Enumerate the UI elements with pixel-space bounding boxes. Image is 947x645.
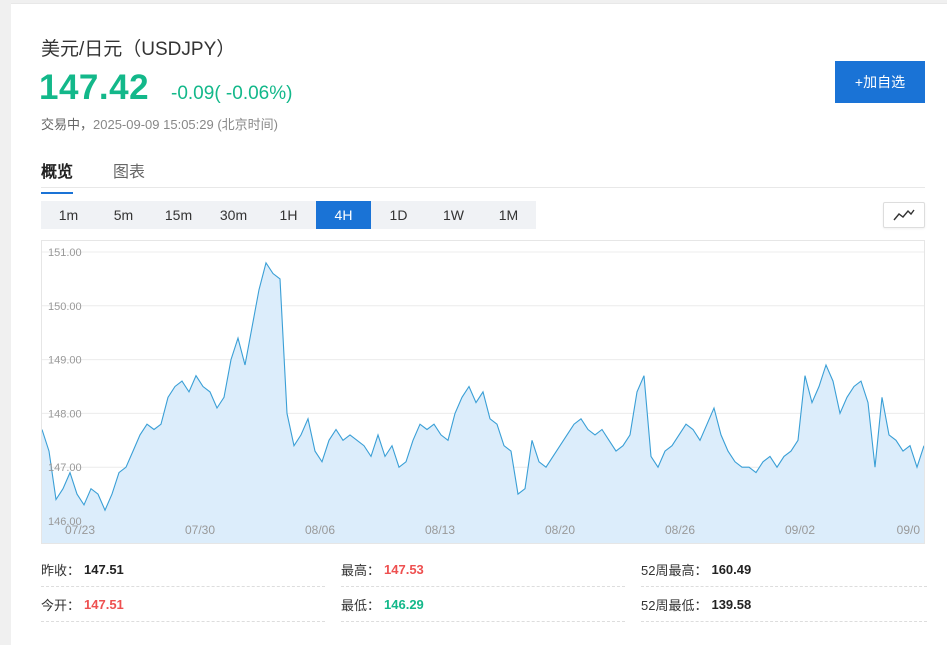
x-tick-label: 08/20 [545, 523, 575, 537]
period-15m[interactable]: 15m [164, 207, 193, 223]
period-1w[interactable]: 1W [443, 207, 464, 223]
period-30m[interactable]: 30m [219, 207, 248, 223]
x-tick-label: 09/02 [785, 523, 815, 537]
stat-open-label: 今开： [41, 598, 81, 613]
top-divider [11, 3, 947, 4]
x-tick-label: 07/23 [65, 523, 95, 537]
stat-low: 最低： 146.29 [341, 588, 625, 622]
status-label: 交易中， [41, 117, 94, 132]
price-change: -0.09( -0.06%) [171, 83, 292, 105]
stat-high-value: 147.53 [384, 562, 424, 577]
period-1mo[interactable]: 1M [498, 207, 519, 223]
stat-low-label: 最低： [341, 598, 381, 613]
x-tick-label: 08/26 [665, 523, 695, 537]
period-1h[interactable]: 1H [279, 207, 298, 223]
period-1d[interactable]: 1D [389, 207, 408, 223]
price-chart-svg: 151.00 150.00 149.00 148.00 147.00 146.0007/2… [42, 247, 924, 543]
x-tick-label: 07/30 [185, 523, 215, 537]
stat-52w-low-label: 52周最低： [641, 598, 708, 613]
tab-overview[interactable]: 概览 [41, 158, 74, 194]
status-timestamp: 2025-09-09 15:05:29 (北京时间) [93, 117, 278, 132]
stat-52w-low-value: 139.58 [711, 597, 752, 612]
change-percent: ( -0.06%) [214, 83, 293, 104]
trading-status: 交易中，2025-09-09 15:05:29 (北京时间) [41, 114, 278, 133]
stat-52w-high-value: 160.49 [711, 562, 752, 577]
page-title: 美元/日元（USDJPY） [41, 39, 236, 60]
price-line [42, 261, 924, 512]
stat-high-label: 最高： [341, 563, 381, 578]
y-tick-label: 146.00 [48, 516, 82, 528]
price-area [42, 262, 924, 543]
tab-bar: 概览 图表 [41, 152, 925, 194]
stat-high: 最高： 147.53 [341, 553, 625, 587]
x-tick-label: 09/0 [897, 523, 921, 537]
tab-chart[interactable]: 图表 [113, 164, 146, 181]
y-tick-label: 147.00 [48, 462, 82, 474]
stat-52w-high: 52周最高： 160.49 [641, 553, 927, 587]
period-selector: 1m 5m 15m 30m 1H 4H 1D 1W 1M [41, 201, 536, 229]
period-4h[interactable]: 4H [316, 201, 371, 229]
stat-open: 今开： 147.51 [41, 588, 325, 622]
period-5m[interactable]: 5m [113, 207, 134, 223]
y-tick-label: 150.00 [48, 301, 82, 313]
stat-open-value: 147.51 [84, 597, 124, 612]
chart-type-toggle[interactable] [883, 202, 925, 228]
stat-52w-high-label: 52周最高： [641, 563, 708, 578]
y-tick-label: 151.00 [48, 247, 82, 259]
period-1m[interactable]: 1m [58, 207, 79, 223]
stat-prev-close-value: 147.51 [84, 562, 124, 577]
stat-prev-close: 昨收： 147.51 [41, 553, 325, 587]
add-watchlist-button[interactable]: +加自选 [835, 61, 925, 103]
stat-prev-close-label: 昨收： [41, 563, 81, 578]
stat-52w-low: 52周最低： 139.58 [641, 588, 927, 622]
stat-low-value: 146.29 [384, 597, 424, 612]
change-value: -0.09 [171, 83, 215, 104]
y-tick-label: 148.00 [48, 408, 82, 420]
x-tick-label: 08/06 [305, 523, 335, 537]
price-chart[interactable]: 151.00 150.00 149.00 148.00 147.00 146.00 07/2… [41, 240, 925, 544]
y-tick-label: 149.00 [48, 355, 82, 367]
x-tick-label: 08/13 [425, 523, 455, 537]
last-price: 147.42 [39, 68, 150, 107]
line-chart-icon [893, 209, 915, 221]
